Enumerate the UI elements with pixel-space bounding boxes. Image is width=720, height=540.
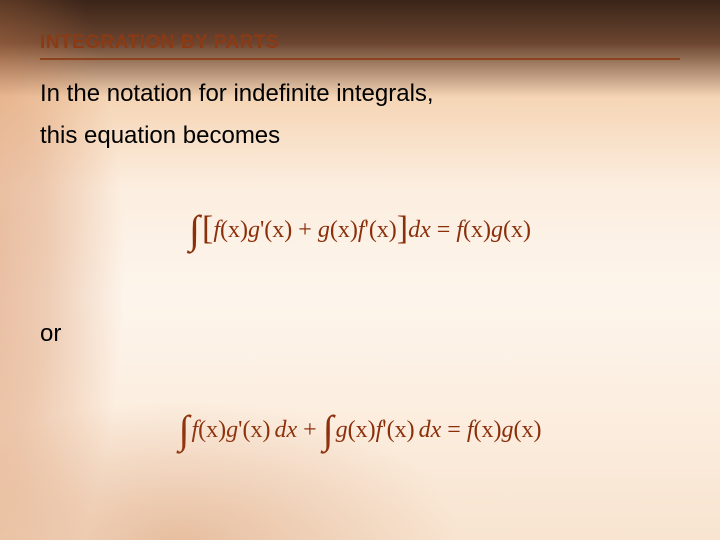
- eq1-rg: g: [491, 217, 503, 243]
- eq2-equals: =: [447, 417, 461, 443]
- eq2-t2garg: (x): [348, 417, 376, 443]
- body-line-1: In the notation for indefinite integrals…: [40, 80, 680, 108]
- eq2-plus: +: [303, 417, 317, 443]
- eq2-rg: g: [501, 417, 513, 443]
- eq2-t1g: g: [226, 417, 238, 443]
- body-line-2: this equation becomes: [40, 122, 680, 150]
- title-bar: INTEGRATION BY PARTS: [40, 32, 680, 60]
- eq2-t2dx: dx: [419, 417, 442, 443]
- body-or: or: [40, 320, 680, 348]
- eq2-rfarg: (x): [473, 417, 501, 443]
- eq1-g1arg: (x): [264, 217, 292, 243]
- eq1-g2arg: (x): [330, 217, 358, 243]
- eq1-g2: g: [318, 217, 330, 243]
- eq1-f2arg: (x): [369, 217, 397, 243]
- integral-sign-icon: ∫: [179, 407, 190, 452]
- eq1-f1arg: (x): [220, 217, 248, 243]
- integral-sign-icon: ∫: [323, 407, 334, 452]
- eq2-rgarg: (x): [513, 417, 541, 443]
- slide-title: INTEGRATION BY PARTS: [40, 32, 279, 53]
- eq2-t1dx: dx: [274, 417, 297, 443]
- eq1-g1: g: [248, 217, 260, 243]
- eq2-t1garg: (x): [242, 417, 270, 443]
- eq1-dx: dx: [408, 217, 431, 243]
- eq2-t2g: g: [336, 417, 348, 443]
- equation-2: ∫f(x)g'(x)dx+∫g(x)f'(x)dx=f(x)g(x): [0, 400, 720, 447]
- eq1-plus: +: [298, 217, 312, 243]
- eq1-rf: f: [456, 217, 463, 243]
- eq1-rfarg: (x): [463, 217, 491, 243]
- eq1-f1: f: [213, 217, 220, 243]
- equation-1: ∫[f(x)g'(x)+g(x)f'(x)]dx=f(x)g(x): [0, 200, 720, 247]
- slide: INTEGRATION BY PARTS In the notation for…: [0, 0, 720, 540]
- bracket-open: [: [202, 210, 213, 247]
- eq1-equals: =: [437, 217, 451, 243]
- integral-sign-icon: ∫: [189, 207, 200, 252]
- eq2-t1farg: (x): [198, 417, 226, 443]
- bracket-close: ]: [397, 210, 408, 247]
- eq1-rgarg: (x): [503, 217, 531, 243]
- eq2-t2farg: (x): [387, 417, 415, 443]
